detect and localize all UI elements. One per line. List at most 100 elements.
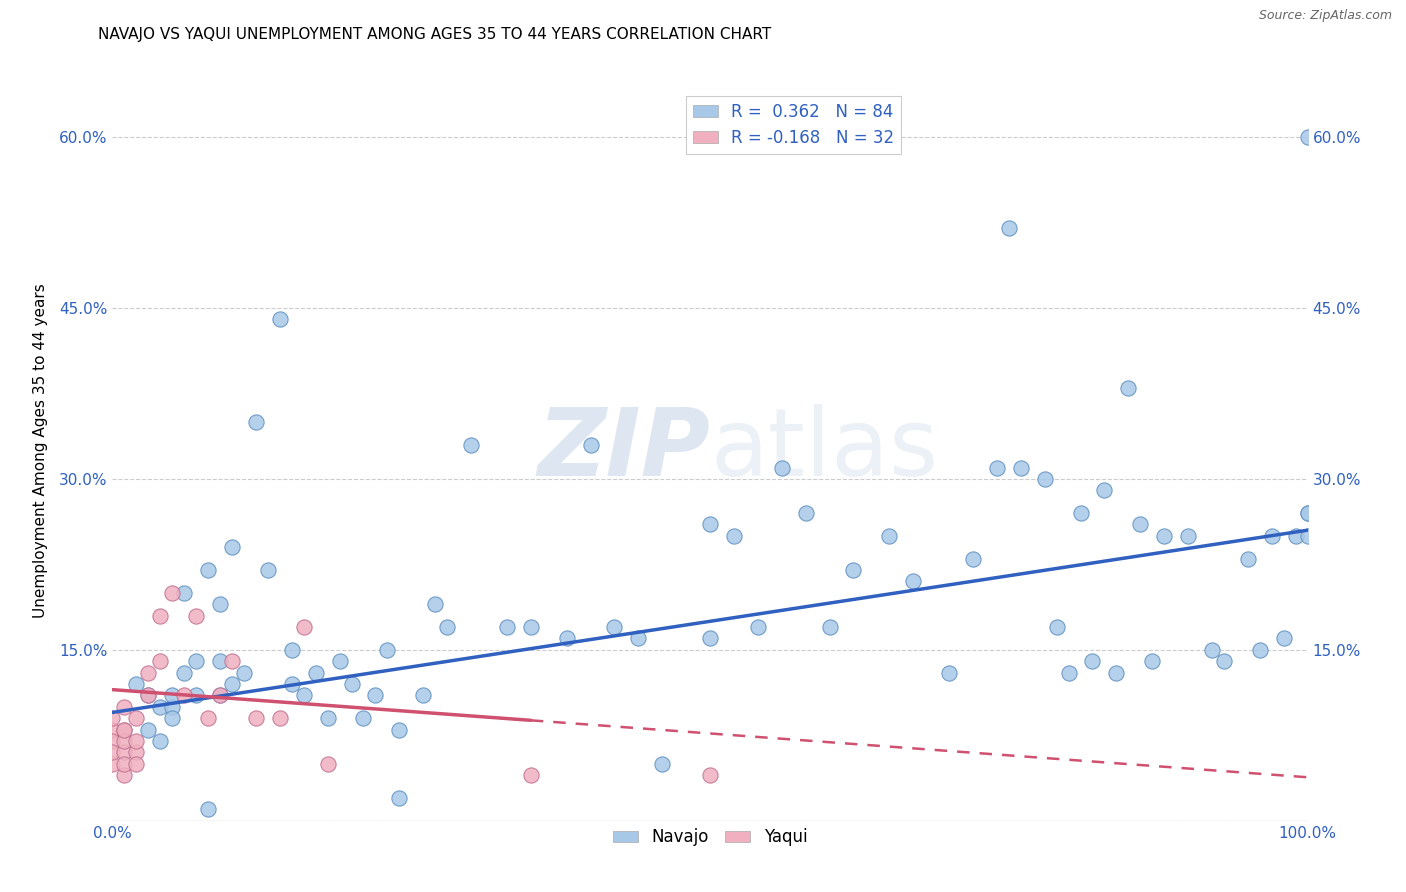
Point (221, 677, 243, 691)
Point (114, 768, 135, 782)
Point (162, 699, 183, 714)
Point (1105, 665, 1128, 680)
Point (281, 677, 304, 691)
Point (1261, 529, 1284, 543)
Point (173, 586, 195, 600)
Point (125, 677, 148, 691)
Point (101, 756, 124, 771)
Point (1201, 642, 1223, 657)
Point (245, 415, 267, 429)
Point (962, 551, 984, 566)
Point (1057, 665, 1080, 680)
Point (245, 711, 267, 725)
Point (388, 723, 411, 737)
Point (125, 734, 148, 748)
Point (579, 438, 602, 452)
Point (186, 654, 208, 668)
Point (986, 460, 1008, 475)
Point (699, 517, 721, 532)
Point (149, 654, 172, 668)
Point (1296, 130, 1319, 145)
Point (496, 620, 519, 634)
Point (269, 312, 291, 326)
Point (412, 689, 434, 703)
Point (197, 711, 219, 725)
Point (1296, 506, 1319, 520)
Point (114, 723, 135, 737)
Point (162, 711, 183, 725)
Point (197, 802, 219, 816)
Point (425, 597, 447, 611)
Point (1213, 654, 1236, 668)
Point (114, 734, 135, 748)
Point (1094, 483, 1116, 498)
Point (818, 620, 841, 634)
Point (149, 608, 172, 623)
Point (747, 620, 769, 634)
Point (316, 756, 339, 771)
Point (1142, 654, 1164, 668)
Point (125, 711, 148, 725)
Point (879, 529, 901, 543)
Point (794, 506, 817, 520)
Point (842, 563, 865, 577)
Point (292, 689, 315, 703)
Point (138, 665, 160, 680)
Point (269, 711, 291, 725)
Point (173, 689, 195, 703)
Point (125, 745, 148, 759)
Point (114, 723, 135, 737)
Point (138, 723, 160, 737)
Point (281, 642, 304, 657)
Point (138, 689, 160, 703)
Text: ZIP: ZIP (537, 404, 710, 497)
Point (938, 665, 960, 680)
Point (364, 689, 387, 703)
Point (114, 745, 135, 759)
Point (1272, 632, 1295, 646)
Point (1249, 642, 1271, 657)
Point (388, 790, 411, 805)
Y-axis label: Unemployment Among Ages 35 to 44 years: Unemployment Among Ages 35 to 44 years (32, 283, 48, 618)
Point (209, 689, 232, 703)
Point (1153, 529, 1175, 543)
Point (603, 620, 626, 634)
Point (651, 756, 673, 771)
Point (292, 620, 315, 634)
Point (257, 563, 280, 577)
Point (305, 665, 328, 680)
Text: Source: ZipAtlas.com: Source: ZipAtlas.com (1258, 9, 1392, 22)
Point (520, 768, 543, 782)
Point (1081, 654, 1104, 668)
Point (221, 654, 243, 668)
Point (723, 529, 745, 543)
Point (1285, 529, 1308, 543)
Point (1177, 529, 1199, 543)
Point (114, 756, 135, 771)
Point (162, 586, 183, 600)
Point (340, 677, 363, 691)
Point (699, 632, 721, 646)
Point (1046, 620, 1069, 634)
Point (316, 711, 339, 725)
Point (1010, 460, 1032, 475)
Legend: Navajo, Yaqui: Navajo, Yaqui (606, 822, 814, 853)
Point (101, 745, 124, 759)
Point (1118, 381, 1140, 395)
Point (186, 689, 208, 703)
Point (627, 632, 650, 646)
Point (377, 642, 399, 657)
Point (329, 654, 352, 668)
Point (149, 734, 172, 748)
Point (1070, 506, 1092, 520)
Text: NAVAJO VS YAQUI UNEMPLOYMENT AMONG AGES 35 TO 44 YEARS CORRELATION CHART: NAVAJO VS YAQUI UNEMPLOYMENT AMONG AGES … (98, 27, 772, 42)
Point (101, 711, 124, 725)
Point (186, 608, 208, 623)
Point (233, 665, 256, 680)
Point (221, 541, 243, 555)
Point (1296, 529, 1319, 543)
Point (1237, 551, 1260, 566)
Point (114, 699, 135, 714)
Point (1129, 517, 1152, 532)
Point (209, 597, 232, 611)
